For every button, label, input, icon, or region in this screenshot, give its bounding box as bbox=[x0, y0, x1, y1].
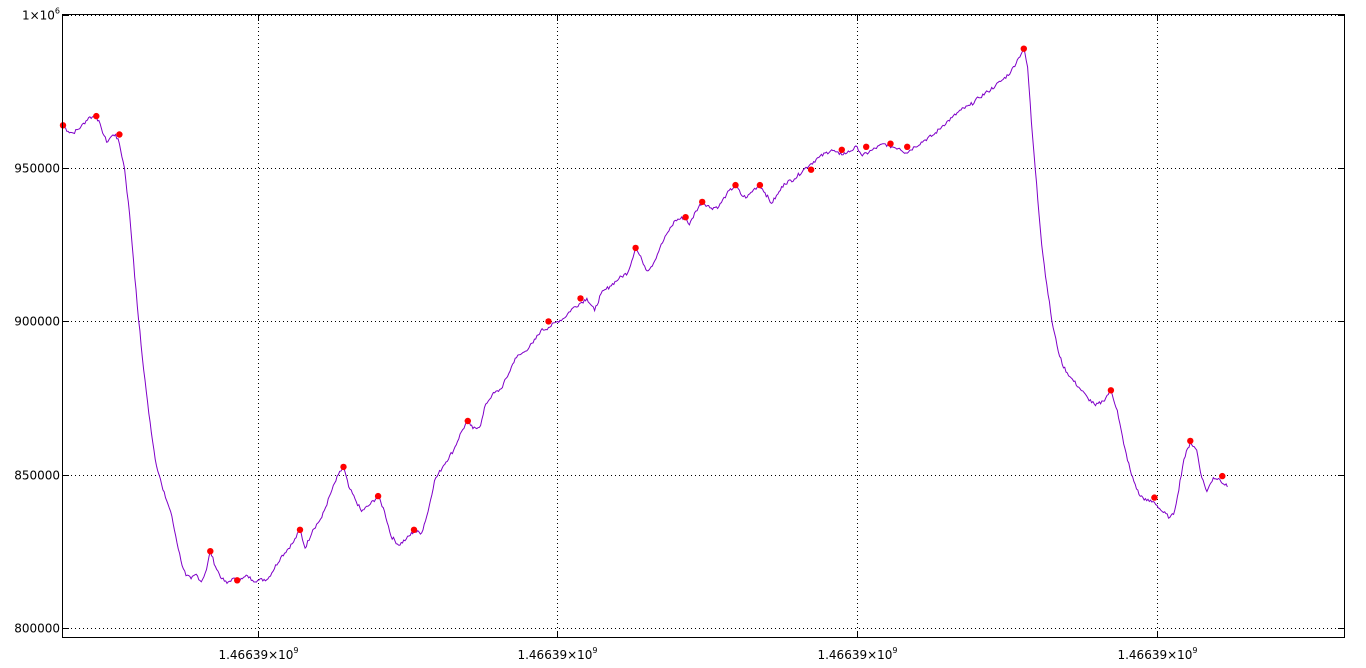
data-point-marker bbox=[1151, 494, 1158, 501]
data-point-marker bbox=[93, 112, 100, 120]
data-point-marker bbox=[838, 146, 845, 153]
y-tick-label: 950000 bbox=[14, 162, 60, 176]
x-axis-ticks: 1.46639×109 1.46639×109 1.46639×109 1.46639… bbox=[218, 15, 1198, 662]
data-point-marker bbox=[732, 181, 739, 189]
data-point-marker bbox=[904, 143, 911, 150]
data-point-marker bbox=[296, 526, 304, 533]
data-point-marker bbox=[340, 463, 347, 471]
data-point-marker bbox=[207, 548, 214, 555]
data-point-marker bbox=[699, 198, 706, 206]
data-point-marker bbox=[1187, 437, 1194, 445]
x-tick-label: 1.46639×109 bbox=[517, 646, 597, 662]
data-point-marker bbox=[1107, 387, 1115, 394]
y-axis-ticks: 1×106 950000 900000 850000 800000 bbox=[14, 7, 1344, 636]
data-point-marker bbox=[632, 244, 639, 252]
data-point-marker bbox=[116, 131, 123, 138]
data-point-marker bbox=[887, 140, 894, 147]
data-point-marker bbox=[807, 166, 815, 173]
x-tick-label: 1.46639×109 bbox=[1117, 646, 1197, 662]
data-point-marker bbox=[577, 295, 584, 302]
y-tick-label: 850000 bbox=[14, 469, 60, 483]
y-tick-label: 1×106 bbox=[22, 7, 60, 23]
data-point-marker bbox=[863, 143, 870, 150]
data-point-marker bbox=[234, 577, 241, 584]
data-point-marker bbox=[1219, 472, 1226, 480]
data-point-marker bbox=[464, 417, 471, 425]
data-point-marker bbox=[1020, 45, 1027, 52]
y-tick-label: 900000 bbox=[14, 315, 60, 329]
data-point-marker bbox=[756, 181, 764, 189]
data-point-marker bbox=[374, 492, 382, 500]
series-line bbox=[62, 47, 1228, 585]
data-point-marker bbox=[682, 214, 689, 221]
grid-lines bbox=[63, 15, 1344, 637]
data-point-marker bbox=[545, 318, 552, 325]
y-tick-label: 800000 bbox=[14, 622, 60, 636]
plot-frame bbox=[62, 14, 1345, 638]
data-point-marker bbox=[410, 526, 418, 533]
x-tick-label: 1.46639×109 bbox=[817, 646, 897, 662]
x-tick-label: 1.46639×109 bbox=[218, 646, 298, 662]
series-markers bbox=[59, 45, 1226, 584]
